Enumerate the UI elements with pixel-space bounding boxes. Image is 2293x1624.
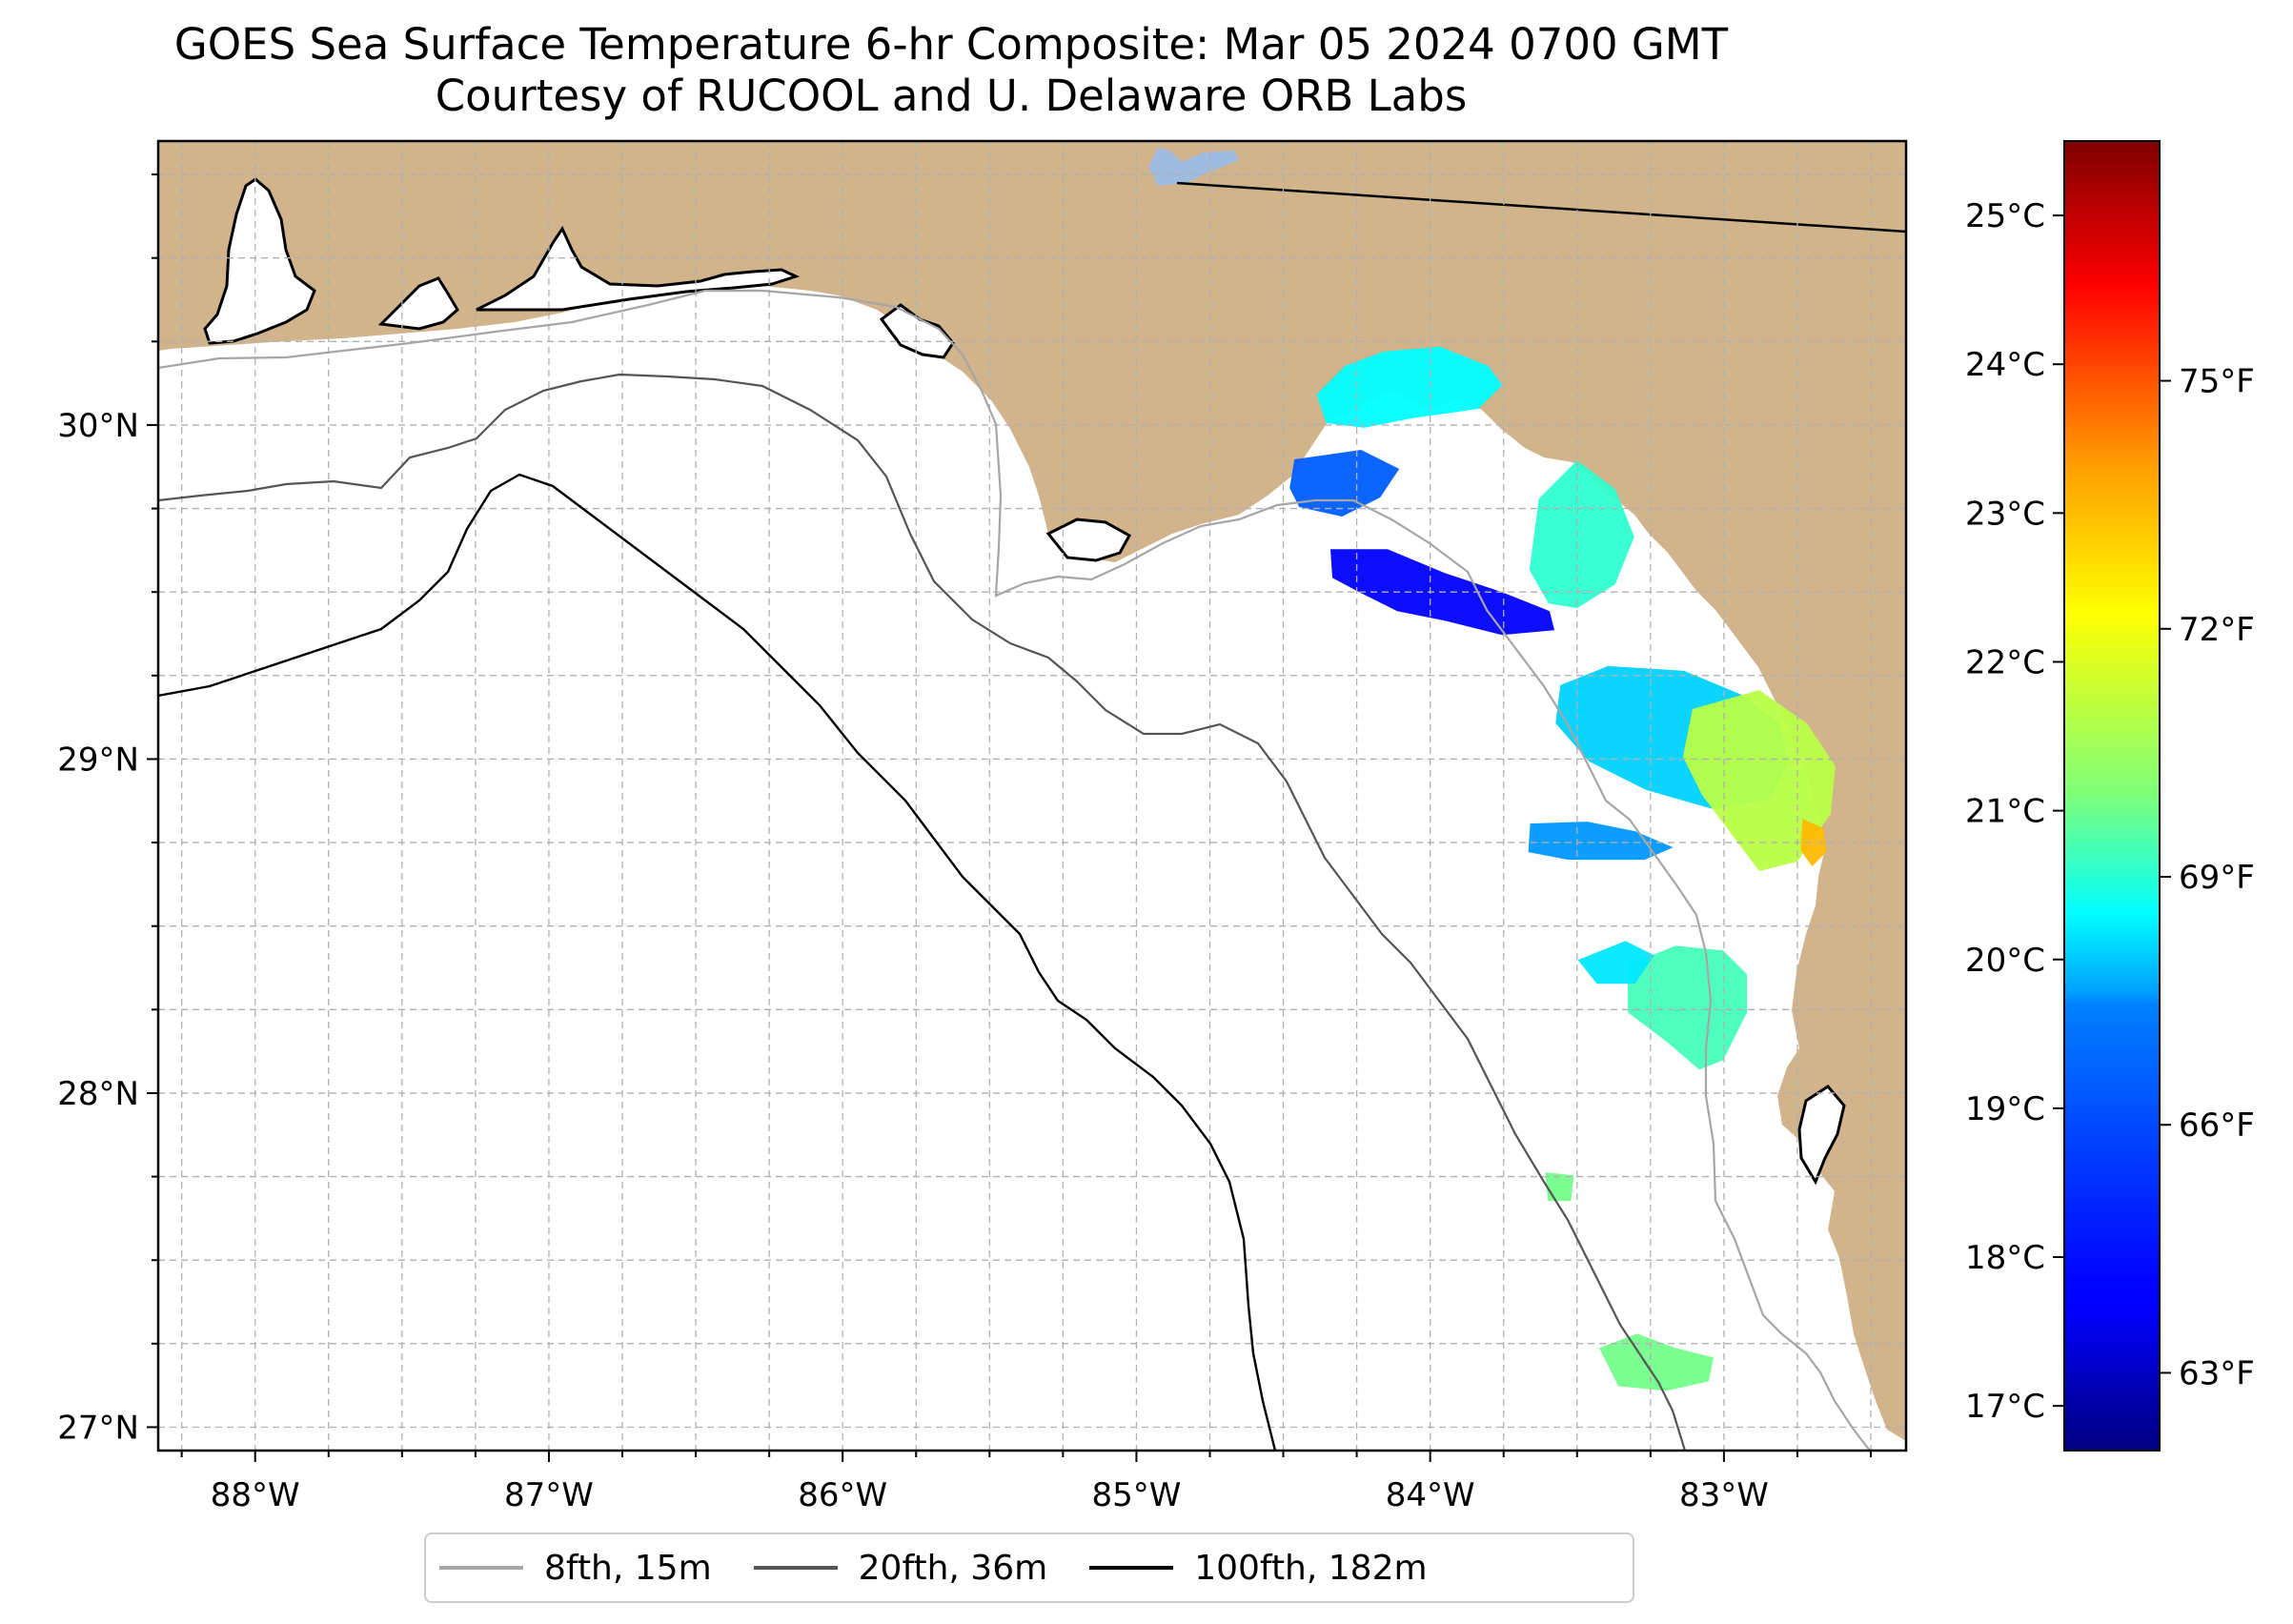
legend-item: 100fth, 182m <box>1089 1548 1428 1588</box>
fahrenheit-tick-label: 69°F <box>2179 859 2255 897</box>
lake-seminole <box>1148 148 1239 186</box>
contour-20fth <box>158 373 1687 1451</box>
legend-label: 8fth, 15m <box>544 1548 712 1588</box>
legend-item: 20fth, 36m <box>753 1548 1048 1588</box>
map-frame <box>156 139 1908 1452</box>
legend-label: 100fth, 182m <box>1194 1548 1428 1588</box>
sst-patch-cedar-key-coast <box>1682 689 1836 871</box>
lon-tick-label: 88°W <box>211 1476 300 1514</box>
sst-patch-big-bend-north <box>1529 460 1634 609</box>
celsius-tick-label: 17°C <box>1965 1388 2045 1426</box>
celsius-tick-label: 18°C <box>1965 1239 2045 1277</box>
sst-patch-crystal-river-north <box>1577 941 1654 985</box>
sst-patch-tampa-offshore <box>1599 1333 1714 1391</box>
lon-tick-label: 86°W <box>798 1476 887 1514</box>
land-area <box>158 141 1906 1441</box>
sst-patch-crystal-river <box>1628 945 1748 1070</box>
title-line-1: GOES Sea Surface Temperature 6-hr Compos… <box>173 19 1729 70</box>
map-title: GOES Sea Surface Temperature 6-hr Compos… <box>0 19 1902 122</box>
lon-tick-label: 85°W <box>1091 1476 1181 1514</box>
pensacola-bay <box>377 276 459 331</box>
celsius-tick-label: 25°C <box>1965 197 2045 235</box>
contour-legend: 8fth, 15m 20fth, 36m 100fth, 182m <box>424 1533 1634 1603</box>
colorbar-ticks: 17°C 18°C 19°C 20°C 21°C 22°C 23°C 24°C 25°C 63°F… <box>1965 197 2255 1426</box>
fahrenheit-tick-label: 66°F <box>2179 1106 2255 1145</box>
colorbar <box>2063 140 2161 1451</box>
lon-tick-label: 87°W <box>504 1476 594 1514</box>
lat-tick-label: 30°N <box>57 407 139 445</box>
contour-100fth <box>158 473 1277 1451</box>
sst-patch-apalachee-bay <box>1316 346 1503 428</box>
celsius-tick-label: 21°C <box>1965 793 2045 831</box>
contour-8fth <box>158 289 1871 1451</box>
lat-tick-label: 28°N <box>57 1075 139 1113</box>
celsius-tick-label: 23°C <box>1965 495 2045 533</box>
lon-tick-label: 84°W <box>1386 1476 1475 1514</box>
celsius-tick-label: 24°C <box>1965 346 2045 384</box>
legend-swatch <box>439 1566 523 1570</box>
sst-patch-cedar-key-warm <box>1800 819 1827 867</box>
lat-tick-label: 27°N <box>57 1409 139 1447</box>
celsius-tick-label: 19°C <box>1965 1090 2045 1128</box>
choctawhatchee-bay <box>476 225 801 312</box>
legend-item: 8fth, 15m <box>439 1549 712 1588</box>
fahrenheit-tick-label: 75°F <box>2179 363 2255 401</box>
sst-patch-suwannee-offshore <box>1528 822 1674 861</box>
legend-swatch <box>1089 1566 1174 1570</box>
state-border <box>1176 181 1906 233</box>
graticule <box>158 141 1906 1451</box>
apalachicola-bay <box>1045 518 1132 562</box>
fahrenheit-tick-label: 72°F <box>2179 611 2255 649</box>
map-ticks: 88°W 87°W 86°W 85°W 84°W 83°W 30°N 29°N 28°N 27°N <box>57 173 1873 1514</box>
fahrenheit-tick-label: 63°F <box>2179 1354 2255 1392</box>
legend-swatch <box>753 1566 838 1570</box>
celsius-tick-label: 20°C <box>1965 942 2045 980</box>
lon-tick-label: 83°W <box>1679 1476 1769 1514</box>
mobile-bay <box>203 177 316 345</box>
lat-tick-label: 29°N <box>57 741 139 779</box>
legend-label: 20fth, 36m <box>858 1548 1048 1588</box>
celsius-tick-label: 22°C <box>1965 643 2045 681</box>
title-line-2: Courtesy of RUCOOL and U. Delaware ORB L… <box>435 71 1468 121</box>
